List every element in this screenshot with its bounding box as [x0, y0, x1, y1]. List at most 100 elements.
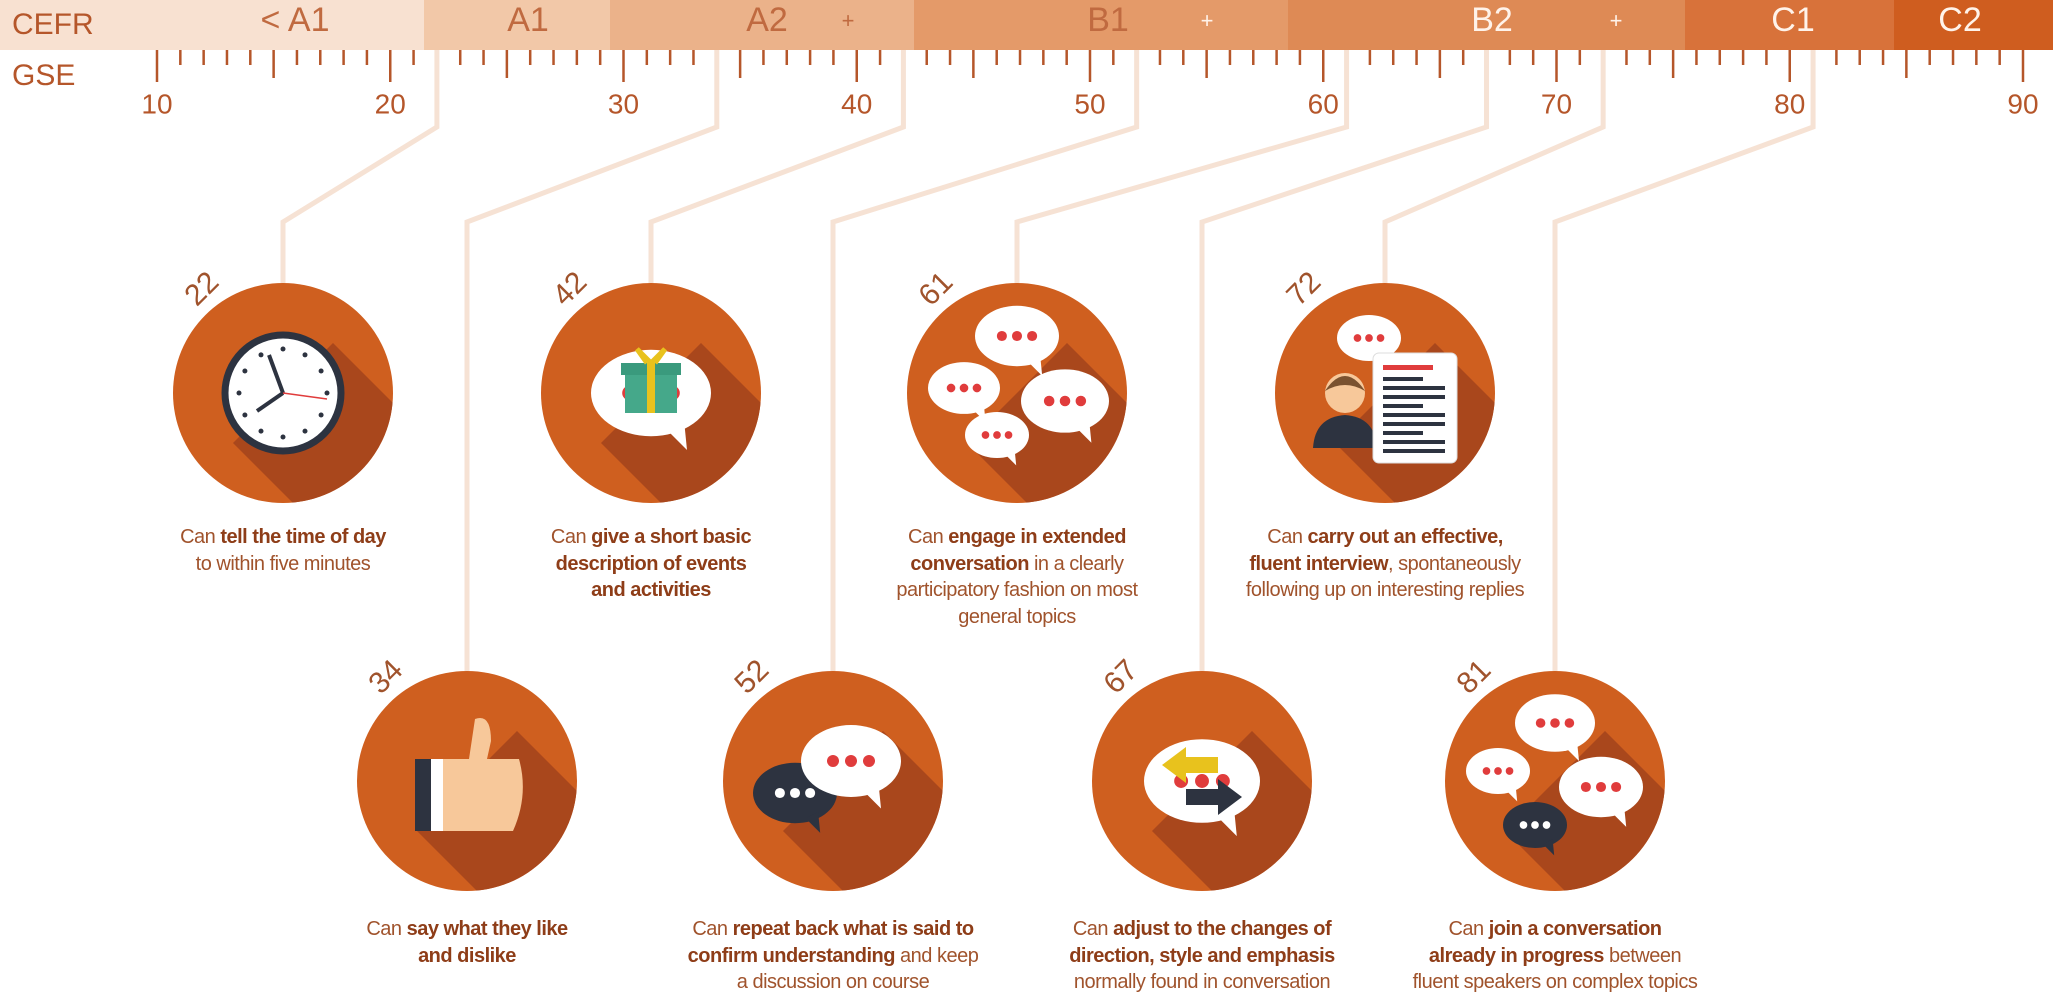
- speech-bubble: [1466, 747, 1530, 802]
- description: Can give a short basic description of eve…: [421, 524, 881, 604]
- cefr-level: B2: [1471, 1, 1513, 39]
- description: Can engage in extended conversation in a …: [787, 524, 1247, 630]
- text-run: join a conversation: [1488, 918, 1662, 940]
- bubble-tail: [1216, 807, 1237, 837]
- bubble-dot: [1059, 395, 1071, 407]
- doc-line: [1383, 431, 1423, 435]
- speech-bubble: [965, 411, 1029, 466]
- cefr-level: C1: [1771, 1, 1814, 39]
- description-line: Can tell the time of day: [53, 524, 513, 551]
- bubble-dot: [827, 755, 839, 767]
- doc-line: [1383, 440, 1445, 444]
- text-run: following up on interesting replies: [1245, 579, 1525, 601]
- text-run: Can: [692, 918, 733, 940]
- doc-line: [1383, 422, 1445, 426]
- description-line: direction, style and emphasis: [972, 943, 1432, 970]
- clock-dot: [242, 412, 248, 418]
- clock-dot: [236, 390, 242, 396]
- bubble-dot: [1494, 767, 1502, 775]
- bubble-dot: [789, 787, 801, 799]
- text-run: and activities: [591, 579, 711, 601]
- description-line: Can give a short basic: [421, 524, 881, 551]
- bubble-dot: [1075, 395, 1087, 407]
- description: Can carry out an effective, fluent interv…: [1155, 524, 1615, 604]
- gse-tick-label: 40: [841, 88, 872, 119]
- connector: [280, 50, 440, 283]
- doc-line: [1383, 449, 1445, 453]
- speech-bubble: [801, 725, 901, 809]
- text-run: adjust to the changes of: [1113, 918, 1332, 940]
- description-line: following up on interesting replies: [1155, 577, 1615, 604]
- text-run: Can: [366, 918, 407, 940]
- description-line: fluent speakers on complex topics: [1325, 969, 1785, 996]
- text-run: Can: [1072, 918, 1114, 940]
- speech-bubble: [1559, 756, 1643, 827]
- cefr-level: +: [1610, 8, 1623, 33]
- connector: [830, 50, 1140, 671]
- bubble-tail: [863, 783, 881, 809]
- cefr-band: [914, 0, 1288, 50]
- text-run: fluent interview: [1249, 552, 1389, 575]
- cefr-band: [1288, 0, 1685, 50]
- bubble-dot: [993, 431, 1001, 439]
- bubble-dot: [1376, 334, 1385, 342]
- description: Can join a conversation already in progre…: [1325, 916, 1785, 996]
- speech-bubble: [1021, 369, 1109, 443]
- description: Can tell the time of day to within five m…: [53, 524, 513, 577]
- bubble-dot: [1027, 330, 1038, 342]
- gse-tick-label: 10: [141, 88, 172, 119]
- text-run: a discussion on course: [736, 971, 930, 993]
- description-line: confirm understanding and keep: [603, 943, 1063, 970]
- doc-line: [1383, 404, 1423, 408]
- gse-tick-label: 70: [1541, 88, 1572, 119]
- bubble-dot: [1519, 821, 1528, 829]
- description-line: Can join a conversation: [1325, 916, 1785, 943]
- description-line: general topics: [787, 604, 1247, 631]
- bubble-tail: [1543, 839, 1555, 856]
- bubble-dot: [774, 787, 785, 799]
- text-run: Can: [550, 526, 592, 548]
- connector: [1382, 50, 1606, 283]
- cefr-level: +: [842, 8, 855, 33]
- text-run: conversation: [910, 552, 1029, 575]
- clock-dot: [302, 352, 308, 358]
- bubble-dot: [1482, 767, 1491, 775]
- bubble-dot: [1535, 718, 1546, 728]
- cefr-level: A1: [507, 1, 549, 39]
- doc-line: [1383, 377, 1423, 381]
- clock-dot: [280, 346, 286, 352]
- description-line: Can engage in extended: [787, 524, 1247, 551]
- cefr-bar: [0, 0, 2053, 50]
- text-run: carry out an effective,: [1307, 526, 1504, 548]
- bubble-dot: [1580, 781, 1591, 793]
- text-run: Can: [1267, 526, 1308, 548]
- clock-dot: [258, 352, 264, 358]
- gse-tick-label: 80: [1774, 88, 1805, 119]
- bubble-dot: [1564, 718, 1575, 728]
- description-line: already in progress between: [1325, 943, 1785, 970]
- text-run: confirm understanding: [687, 944, 896, 967]
- text-run: general topics: [958, 605, 1076, 628]
- clock-hand: [255, 391, 285, 413]
- text-run: in a clearly: [1028, 552, 1124, 575]
- arrow-right: [1186, 779, 1242, 815]
- text-run: description of events: [555, 552, 747, 575]
- bubble-dot: [972, 383, 982, 393]
- bubble-dot: [1611, 781, 1622, 793]
- bubble-dot: [863, 755, 875, 767]
- connector: [648, 50, 906, 283]
- gse-label: GSE: [12, 59, 75, 92]
- description-line: Can adjust to the changes of: [972, 916, 1432, 943]
- bubble-dot: [845, 755, 857, 767]
- cefr-level: C2: [1938, 1, 1981, 39]
- text-run: repeat back what is said to: [732, 918, 975, 940]
- bubble-tail: [666, 420, 687, 450]
- cefr-band: [0, 0, 424, 50]
- description-line: Can say what they like: [237, 916, 697, 943]
- gift-bow: [634, 347, 668, 365]
- text-run: say what they like: [406, 918, 569, 940]
- connector: [1552, 50, 1816, 671]
- description-line: to within five minutes: [53, 551, 513, 578]
